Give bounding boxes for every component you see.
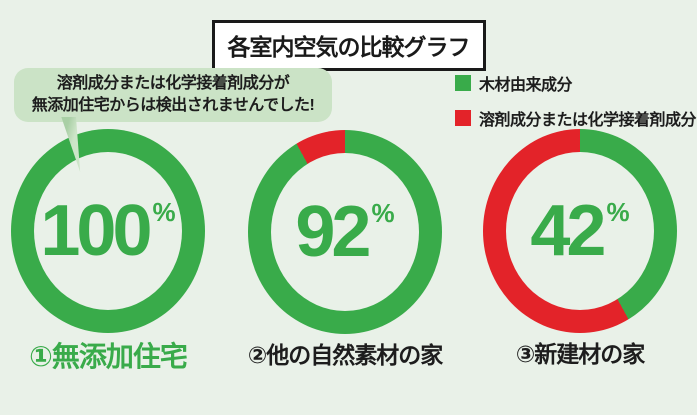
donut-percent-sign: % xyxy=(152,196,176,227)
donut-percent-number: 42 xyxy=(530,191,606,271)
donut-percent-number: 100 xyxy=(40,191,152,271)
donut-value: 100 % xyxy=(11,129,205,333)
legend-item-solvent: 溶剤成分または化学接着剤成分 xyxy=(455,106,697,130)
donut-value: 42 % xyxy=(483,129,677,333)
donut-caption: ③新建材の家 xyxy=(515,341,645,367)
legend: 木材由来成分 溶剤成分または化学接着剤成分 xyxy=(455,71,697,141)
donut-caption: ①無添加住宅 xyxy=(29,341,188,372)
donut-ring: 42 % xyxy=(483,129,677,333)
donut-percent-sign: % xyxy=(371,197,395,228)
donut-hole xyxy=(34,152,182,310)
legend-swatch-solvent-red xyxy=(455,110,471,126)
callout-line-2: 無添加住宅からは検出されませんでした! xyxy=(31,96,315,114)
donut-hole xyxy=(271,153,419,311)
legend-label-solvent: 溶剤成分または化学接着剤成分 xyxy=(479,112,697,129)
page-title-text: 各室内空気の比較グラフ xyxy=(227,34,471,60)
donut-chart-new-material-house: 42 % ③新建材の家 xyxy=(483,129,677,367)
legend-item-wood: 木材由来成分 xyxy=(455,71,696,95)
callout-bubble: 溶剤成分または化学接着剤成分が 無添加住宅からは検出されませんでした! xyxy=(14,68,332,123)
donut-chart-mutenka-house: 100 % ①無添加住宅 xyxy=(11,129,205,372)
donut-ring: 100 % xyxy=(11,129,205,333)
donut-value: 92 % xyxy=(248,130,442,334)
donut-ring: 92 % xyxy=(248,130,442,334)
donut-percent-number: 92 xyxy=(295,192,371,272)
page-title: 各室内空気の比較グラフ xyxy=(211,20,486,71)
donut-percent-sign: % xyxy=(606,196,630,227)
donut-chart-natural-material-house: 92 % ②他の自然素材の家 xyxy=(248,130,443,368)
donut-caption: ②他の自然素材の家 xyxy=(247,342,443,368)
legend-swatch-wood-green xyxy=(455,75,471,91)
callout-line-1: 溶剤成分または化学接着剤成分が xyxy=(56,75,290,92)
legend-label-wood: 木材由来成分 xyxy=(479,77,573,94)
donut-hole xyxy=(506,152,654,310)
